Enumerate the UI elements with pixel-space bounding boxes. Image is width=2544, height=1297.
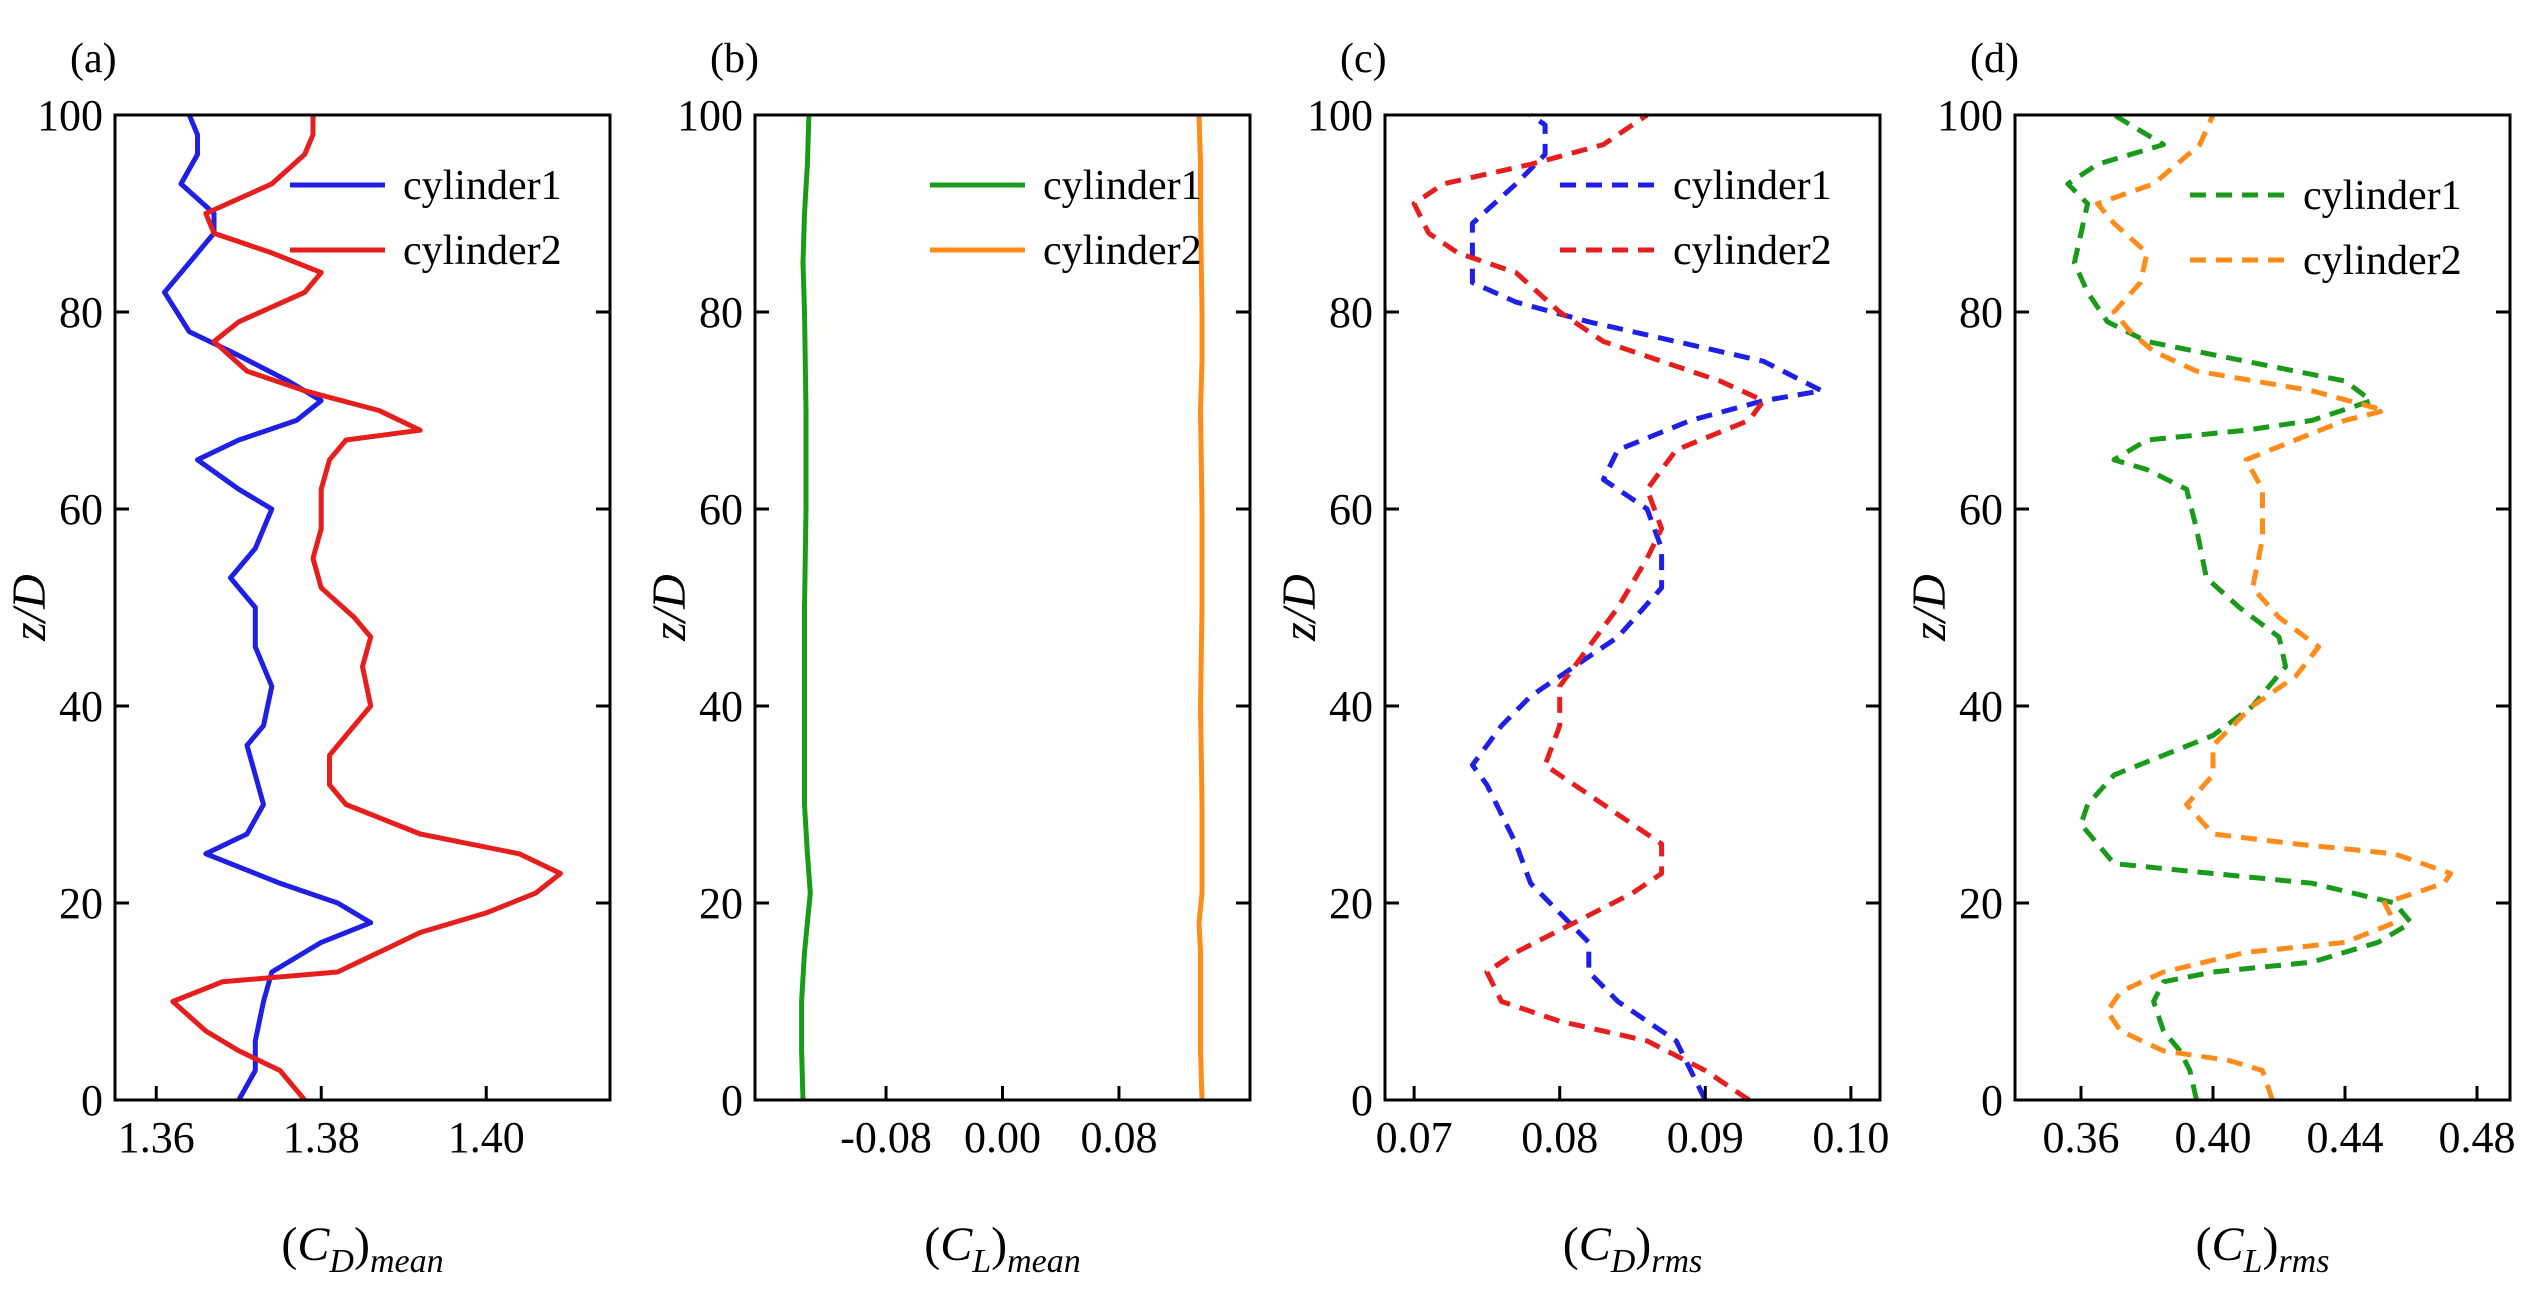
x-axis-label-part: ) xyxy=(991,1218,1007,1271)
x-tick-label: 0.07 xyxy=(1376,1113,1453,1162)
y-tick-label: 0 xyxy=(1981,1076,2003,1125)
y-tick-label: 0 xyxy=(721,1076,743,1125)
y-tick-label: 0 xyxy=(1351,1076,1373,1125)
y-axis-label: z/D xyxy=(1273,574,1326,642)
x-axis-label-part: ( xyxy=(1563,1218,1579,1271)
x-tick-label: 0.36 xyxy=(2043,1113,2120,1162)
y-tick-label: 40 xyxy=(1329,682,1373,731)
panel-a: 0 20 40 60 80 100 1.36 1.38 1.40 z/D (CD)mean (a) cy… xyxy=(3,36,612,1280)
x-axis-label-part: ) xyxy=(1635,1218,1651,1271)
y-tick-label: 80 xyxy=(59,288,103,337)
legend-label-cylinder1: cylinder1 xyxy=(2303,173,2462,219)
x-axis-label-part: ( xyxy=(924,1218,940,1271)
y-tick-label: 80 xyxy=(1329,288,1373,337)
panel-label: (a) xyxy=(70,36,117,82)
x-axis-label-part: ( xyxy=(2196,1218,2212,1271)
x-axis-label-part: D xyxy=(328,1243,354,1280)
panel-label: (d) xyxy=(1970,36,2019,82)
plot-frame xyxy=(113,113,612,1102)
legend-label-cylinder2: cylinder2 xyxy=(403,228,562,274)
series-line-cylinder2 xyxy=(2095,113,2454,1101)
x-axis-label-part: C xyxy=(1579,1218,1612,1271)
x-tick-label: 0.48 xyxy=(2439,1113,2516,1162)
y-tick-label: 40 xyxy=(699,682,743,731)
series-line-cylinder1 xyxy=(799,114,813,1101)
x-tick-label: 0.08 xyxy=(1521,1113,1598,1162)
panel-b: 0 20 40 60 80 100 -0.08 0.00 0.08 z/D (CL)mean (b) c… xyxy=(643,36,1252,1280)
legend-label-cylinder1: cylinder1 xyxy=(1673,163,1832,209)
y-tick-label: 80 xyxy=(699,288,743,337)
y-tick-label: 20 xyxy=(59,879,103,928)
x-tick-label: -0.08 xyxy=(840,1113,932,1162)
plot-frame xyxy=(2013,113,2512,1102)
x-axis-label-part: rms xyxy=(2278,1243,2329,1280)
legend-label-cylinder2: cylinder2 xyxy=(2303,238,2462,284)
legend-label-cylinder1: cylinder1 xyxy=(1043,163,1202,209)
x-axis-label: (CL)mean xyxy=(924,1218,1081,1280)
y-tick-label: 20 xyxy=(1329,879,1373,928)
y-tick-label: 100 xyxy=(1937,91,2003,140)
x-tick-label: 0.44 xyxy=(2307,1113,2384,1162)
y-tick-label: 40 xyxy=(59,682,103,731)
x-axis-label-part: mean xyxy=(370,1243,444,1280)
series-line-cylinder1 xyxy=(1469,112,1825,1102)
x-tick-label: 0.00 xyxy=(964,1113,1041,1162)
x-axis-label-part: ( xyxy=(281,1218,297,1271)
y-axis-label: z/D xyxy=(3,574,56,642)
legend-label-cylinder2: cylinder2 xyxy=(1043,228,1202,274)
y-tick-label: 60 xyxy=(1329,485,1373,534)
x-tick-label: 0.09 xyxy=(1667,1113,1744,1162)
legend-label-cylinder2: cylinder2 xyxy=(1673,228,1832,274)
series-line-cylinder2 xyxy=(1196,114,1205,1101)
y-tick-label: 20 xyxy=(699,879,743,928)
x-axis-label-part: L xyxy=(2243,1243,2263,1280)
x-axis-label-part: mean xyxy=(1007,1243,1081,1280)
y-tick-label: 60 xyxy=(699,485,743,534)
x-axis-label-part: C xyxy=(940,1218,973,1271)
x-axis-label-part: ) xyxy=(2262,1218,2278,1271)
x-tick-label: 1.40 xyxy=(448,1113,525,1162)
panel-label: (b) xyxy=(710,36,759,82)
series-line-cylinder2 xyxy=(1411,112,1766,1103)
series-line-cylinder1 xyxy=(162,114,374,1102)
x-axis-label-part: ) xyxy=(354,1218,370,1271)
plot-frame xyxy=(1383,113,1882,1102)
x-axis-label-part: C xyxy=(2212,1218,2245,1271)
y-axis-label: z/D xyxy=(1903,574,1956,642)
x-axis-label-part: L xyxy=(971,1243,991,1280)
y-tick-label: 0 xyxy=(81,1076,103,1125)
y-tick-label: 20 xyxy=(1959,879,2003,928)
y-tick-label: 100 xyxy=(1307,91,1373,140)
y-axis-label: z/D xyxy=(643,574,696,642)
x-axis-label: (CD)rms xyxy=(1563,1218,1703,1280)
x-axis-label: (CL)rms xyxy=(2196,1218,2330,1280)
panel-label: (c) xyxy=(1340,36,1387,82)
series-line-cylinder1 xyxy=(2065,112,2414,1101)
x-tick-label: 0.10 xyxy=(1812,1113,1889,1162)
x-axis-label-part: D xyxy=(1610,1243,1636,1280)
x-tick-label: 1.38 xyxy=(283,1113,360,1162)
y-tick-label: 80 xyxy=(1959,288,2003,337)
panel-d: 0 20 40 60 80 100 0.36 0.40 0.44 0.48 z/D (CL)rms (d… xyxy=(1903,36,2516,1280)
y-tick-label: 40 xyxy=(1959,682,2003,731)
y-tick-label: 60 xyxy=(1959,485,2003,534)
series-line-cylinder2 xyxy=(170,115,563,1102)
y-tick-label: 100 xyxy=(677,91,743,140)
x-axis-label-part: rms xyxy=(1651,1243,1702,1280)
x-axis-label: (CD)mean xyxy=(281,1218,443,1280)
x-tick-label: 0.40 xyxy=(2175,1113,2252,1162)
x-tick-label: 1.36 xyxy=(118,1113,195,1162)
x-tick-label: 0.08 xyxy=(1080,1113,1157,1162)
y-tick-label: 60 xyxy=(59,485,103,534)
x-axis-label-part: C xyxy=(297,1218,330,1271)
legend-label-cylinder1: cylinder1 xyxy=(403,163,562,209)
y-tick-label: 100 xyxy=(37,91,103,140)
